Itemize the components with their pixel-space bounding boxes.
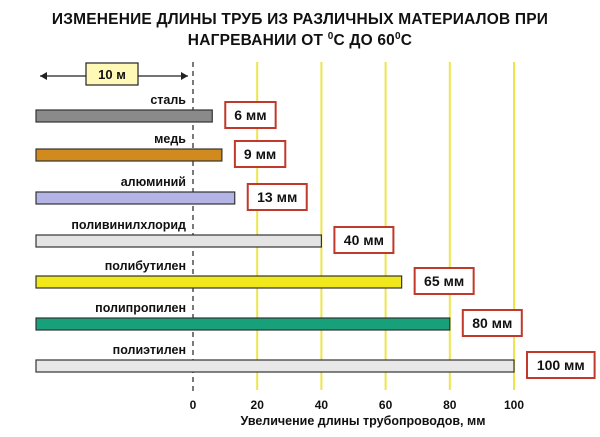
x-tick-label: 0 [190, 398, 197, 412]
x-axis-title: Увеличение длины трубопроводов, мм [241, 414, 486, 428]
x-tick-label: 20 [251, 398, 265, 412]
bar [35, 275, 403, 289]
x-axis: 0 20 40 60 80 100 [190, 398, 525, 412]
value-label: 40 мм [344, 232, 384, 248]
bar [35, 191, 236, 205]
scale-arrow-left-icon [40, 72, 47, 80]
value-label-box [461, 309, 523, 337]
bar [35, 109, 213, 123]
value-label-box [526, 351, 596, 379]
bar [35, 234, 322, 248]
value-label: 9 мм [244, 146, 276, 162]
x-tick-label: 80 [443, 398, 457, 412]
value-label-box [233, 140, 287, 168]
bar-category-label: медь [154, 132, 186, 146]
value-label: 65 мм [424, 273, 464, 289]
bar [35, 317, 451, 331]
scale-bar: 10 м [40, 62, 188, 86]
bar-category-label: полиэтилен [113, 343, 186, 357]
scale-bar-label: 10 м [98, 67, 126, 82]
bar-category-label: полибутилен [105, 259, 186, 273]
bar-category-label: алюминий [121, 175, 186, 189]
value-label: 13 мм [257, 189, 297, 205]
x-tick-label: 100 [504, 398, 524, 412]
bar-category-label: поливинилхлорид [71, 218, 186, 232]
scale-bar-box [85, 62, 139, 86]
value-label-box [333, 226, 395, 254]
bar-category-label: полипропилен [95, 301, 186, 315]
value-label: 100 мм [537, 357, 585, 373]
bars: сталь 6 мм медь 9 мм алюминий 13 мм поливинилх… [35, 93, 596, 379]
value-label: 6 мм [234, 107, 266, 123]
value-label-box [224, 101, 277, 129]
x-tick-label: 40 [315, 398, 329, 412]
scale-arrow-right-icon [181, 72, 188, 80]
value-label-box [413, 267, 475, 295]
bar-category-label: сталь [150, 93, 186, 107]
chart-title-line1: ИЗМЕНЕНИЕ ДЛИНЫ ТРУБ ИЗ РАЗЛИЧНЫХ МАТЕРИ… [52, 11, 548, 28]
x-tick-label: 60 [379, 398, 393, 412]
value-label-box [246, 183, 308, 211]
bar [35, 359, 515, 373]
bar [35, 148, 223, 162]
value-label: 80 мм [472, 315, 512, 331]
chart-title-line2: НАГРЕВАНИИ ОТ 0С ДО 600С [188, 31, 412, 49]
